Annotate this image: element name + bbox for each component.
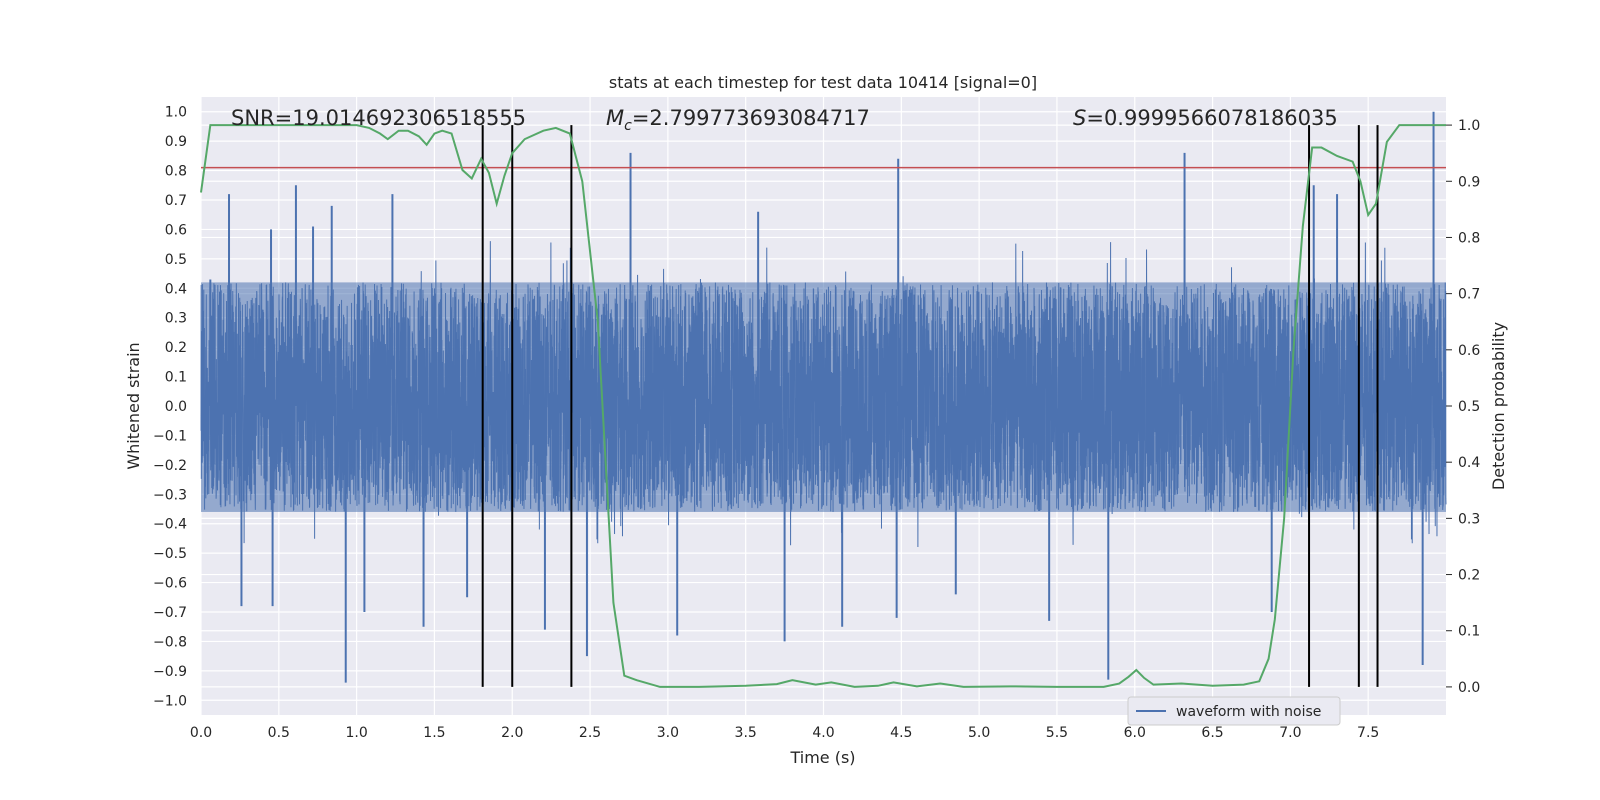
- x-tick-label: 3.5: [735, 725, 757, 741]
- y-axis-title: Whitened strain: [124, 342, 143, 469]
- series-waveform-with-noise: [200, 111, 1447, 683]
- y-right-tick-label: 0.6: [1458, 343, 1480, 359]
- s-annotation: S=0.9999566078186035: [1073, 106, 1338, 130]
- y-tick-label: 0.1: [165, 370, 187, 386]
- y-tick-label: −0.1: [153, 428, 187, 444]
- series-detection-probability: [200, 124, 1446, 688]
- y-tick-label: −0.5: [153, 546, 187, 562]
- y-tick-label: 0.9: [165, 134, 187, 150]
- y-tick-label: 1.0: [165, 105, 187, 121]
- y-right-tick-label: 0.5: [1458, 399, 1480, 415]
- x-tick-label: 2.5: [579, 725, 601, 741]
- y-right-tick-label: 1.0: [1458, 118, 1480, 134]
- s-value: =0.9999566078186035: [1086, 106, 1337, 130]
- x-tick-label: 1.0: [345, 725, 367, 741]
- legend-box: [1127, 696, 1341, 726]
- y-tick-label: 0.2: [165, 340, 187, 356]
- snr-annotation: SNR=19.014692306518555: [231, 106, 526, 130]
- y-right-tick-label: 0.8: [1458, 230, 1480, 246]
- y-tick-label: −0.9: [153, 664, 187, 680]
- x-tick-label: 5.5: [1046, 725, 1068, 741]
- y-tick-label: −0.4: [153, 517, 187, 533]
- chart-title: stats at each timestep for test data 104…: [609, 73, 1037, 92]
- y-right-tick-label: 0.2: [1458, 568, 1480, 584]
- x-axis-ticks: 0.0 0.5 1.0 1.5 2.0 2.5 3.0 3.5 4.0 4.5 5.0 5.5 6.0 6…: [190, 725, 1379, 741]
- y-right-axis-ticks: 1.0 0.9 0.8 0.7 0.6 0.5 0.4 0.3 0.2 0.1 0.0: [1446, 118, 1480, 696]
- y-tick-label: −0.3: [153, 487, 187, 503]
- legend-label-waveform: waveform with noise: [1176, 704, 1321, 720]
- x-axis-title: Time (s): [789, 748, 855, 767]
- y-tick-label: −0.7: [153, 605, 187, 621]
- y-tick-label: 0.8: [165, 164, 187, 180]
- vertical-markers: [481, 125, 1379, 687]
- noise-trace: [200, 241, 1447, 548]
- y-right-tick-label: 0.0: [1458, 680, 1480, 696]
- chirp-mass-value: =2.799773693084717: [632, 106, 870, 130]
- x-tick-label: 4.5: [890, 725, 912, 741]
- x-tick-label: 5.0: [968, 725, 990, 741]
- y-right-tick-label: 0.3: [1458, 511, 1480, 527]
- x-tick-label: 6.5: [1201, 725, 1223, 741]
- y-tick-label: 0.6: [165, 222, 187, 238]
- chirp-mass-symbol: M: [606, 106, 624, 130]
- y-axis-ticks: 1.0 0.9 0.8 0.7 0.6 0.5 0.4 0.3 0.2 0.1 0.0 −0.1 −0.…: [153, 105, 187, 710]
- y-right-tick-label: 0.4: [1458, 455, 1480, 471]
- y-tick-label: 0.3: [165, 311, 187, 327]
- y-right-tick-label: 0.1: [1458, 624, 1480, 640]
- x-tick-label: 0.5: [268, 725, 290, 741]
- legend: waveform with noise: [1127, 696, 1341, 726]
- y-right-tick-label: 0.7: [1458, 287, 1480, 303]
- s-symbol: S: [1073, 106, 1086, 130]
- y-tick-label: −0.6: [153, 576, 187, 592]
- x-tick-label: 1.5: [423, 725, 445, 741]
- y-tick-label: 0.7: [165, 193, 187, 209]
- chirp-mass-subscript: c: [624, 118, 632, 134]
- y-tick-label: 0.5: [165, 252, 187, 268]
- chirp-mass-annotation: Mc=2.799773693084717: [606, 106, 870, 134]
- x-tick-label: 0.0: [190, 725, 212, 741]
- x-tick-label: 3.0: [657, 725, 679, 741]
- x-tick-label: 4.0: [812, 725, 834, 741]
- y-tick-label: −0.2: [153, 458, 187, 474]
- x-tick-label: 6.0: [1124, 725, 1146, 741]
- x-tick-label: 7.5: [1357, 725, 1379, 741]
- y-tick-label: 0.4: [165, 281, 187, 297]
- y-tick-label: 0.0: [165, 399, 187, 415]
- y-right-axis-title: Detection probability: [1489, 322, 1508, 490]
- x-tick-label: 2.0: [501, 725, 523, 741]
- x-tick-label: 7.0: [1279, 725, 1301, 741]
- y-tick-label: −0.8: [153, 634, 187, 650]
- probability-line: [200, 124, 1446, 688]
- y-right-tick-label: 0.9: [1458, 174, 1480, 190]
- y-tick-label: −1.0: [153, 693, 187, 709]
